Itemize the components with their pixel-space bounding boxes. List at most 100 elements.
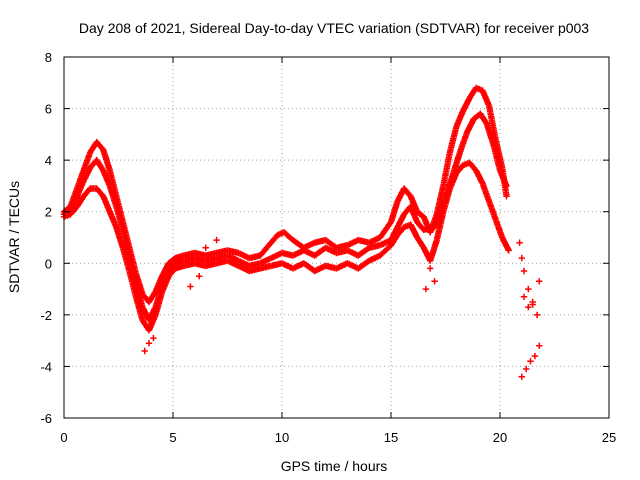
data-point-cluster xyxy=(415,220,426,232)
data-point-cluster xyxy=(225,258,240,269)
data-point-cluster xyxy=(493,217,505,240)
data-point-cluster xyxy=(81,150,93,172)
data-point-cluster xyxy=(480,181,492,203)
data-point xyxy=(187,283,194,290)
data-point xyxy=(536,278,543,285)
data-point-cluster xyxy=(68,204,80,217)
x-axis-label: GPS time / hours xyxy=(281,458,388,474)
data-point-cluster xyxy=(62,211,73,220)
data-point-cluster xyxy=(113,225,126,250)
data-point-cluster xyxy=(81,186,93,199)
data-point-cluster xyxy=(166,266,178,279)
data-point xyxy=(536,342,543,349)
data-point-cluster xyxy=(100,148,113,173)
data-point-cluster xyxy=(133,282,146,309)
y-tick-label: 0 xyxy=(45,256,52,271)
data-point-cluster xyxy=(126,269,139,299)
data-point-cluster xyxy=(408,222,420,240)
data-point-cluster xyxy=(388,233,400,247)
data-point xyxy=(202,244,209,251)
data-point-cluster xyxy=(467,86,479,100)
data-point-cluster xyxy=(427,238,440,263)
data-point xyxy=(150,334,157,342)
data-point-cluster xyxy=(94,158,106,173)
data-point-cluster xyxy=(107,184,119,209)
data-point-cluster xyxy=(166,256,178,266)
data-point xyxy=(505,247,512,254)
data-point xyxy=(518,254,525,262)
data-point-cluster xyxy=(88,185,99,192)
chart-title: Day 208 of 2021, Sidereal Day-to-day VTE… xyxy=(79,20,589,36)
y-tick-label: -2 xyxy=(40,308,52,323)
data-point-cluster xyxy=(467,160,479,173)
data-point-cluster xyxy=(276,229,286,238)
data-point xyxy=(145,340,153,347)
data-point-cluster xyxy=(473,168,485,186)
data-point-cluster xyxy=(458,130,470,152)
series-middle-trace xyxy=(60,110,510,324)
data-point-cluster xyxy=(434,184,447,216)
data-point-cluster xyxy=(94,140,106,152)
data-point-cluster xyxy=(74,168,87,191)
data-point-cluster xyxy=(402,222,413,230)
series-lower-trace xyxy=(60,159,512,334)
grid-layer xyxy=(64,57,609,418)
y-tick-label: 8 xyxy=(45,50,52,65)
data-point-cluster xyxy=(107,169,120,198)
data-point-cluster xyxy=(415,209,426,219)
data-point xyxy=(531,352,539,360)
data-point-cluster xyxy=(497,168,510,188)
x-tick-label: 20 xyxy=(493,430,507,445)
data-point-cluster xyxy=(440,151,453,188)
data-point-cluster xyxy=(451,148,464,173)
data-point xyxy=(533,311,541,319)
x-tick-label: 10 xyxy=(275,430,289,445)
data-point-cluster xyxy=(81,166,93,183)
data-point-cluster xyxy=(454,163,466,175)
data-point xyxy=(516,239,523,246)
data-point-cluster xyxy=(474,85,485,94)
y-axis-label: SDTVAR / TECUs xyxy=(6,181,22,293)
data-point xyxy=(427,265,434,272)
data-point-cluster xyxy=(484,122,497,147)
marks-layer xyxy=(60,84,543,380)
data-point-cluster xyxy=(490,143,503,172)
data-point-cluster xyxy=(133,295,146,322)
data-point-cluster xyxy=(486,199,499,221)
y-tick-label: 2 xyxy=(45,205,52,220)
data-point xyxy=(503,193,510,200)
y-tick-label: 4 xyxy=(45,153,52,168)
data-point-cluster xyxy=(378,243,393,258)
y-tick-label: -6 xyxy=(40,411,52,426)
series-scattered-points xyxy=(141,236,543,380)
data-point-cluster xyxy=(258,240,274,258)
data-point xyxy=(213,236,220,244)
data-point-cluster xyxy=(402,186,413,199)
data-point-cluster xyxy=(478,112,490,126)
data-point-cluster xyxy=(486,104,499,141)
data-point-cluster xyxy=(258,255,273,266)
data-point-cluster xyxy=(434,210,447,242)
data-point xyxy=(520,293,528,300)
data-point-cluster xyxy=(414,235,426,250)
data-point xyxy=(141,347,148,355)
data-point xyxy=(525,285,532,293)
data-point-cluster xyxy=(94,186,106,199)
x-tick-label: 5 xyxy=(169,430,176,445)
data-point-cluster xyxy=(447,125,460,154)
ticks-layer: 0 5 10 15 20 25 -6 -4 -2 0 2 4 6 8 xyxy=(40,50,616,445)
data-point xyxy=(523,365,530,373)
data-point-cluster xyxy=(395,225,407,237)
data-point-cluster xyxy=(461,160,471,168)
data-point-cluster xyxy=(120,228,133,257)
plot-frame xyxy=(63,56,610,419)
x-tick-label: 15 xyxy=(384,430,398,445)
data-point-cluster xyxy=(377,220,394,240)
data-point-cluster xyxy=(388,199,401,224)
data-point xyxy=(518,373,525,380)
data-point xyxy=(520,267,528,275)
data-point-cluster xyxy=(356,258,371,271)
y-tick-label: 6 xyxy=(45,102,52,117)
data-point xyxy=(529,298,536,306)
